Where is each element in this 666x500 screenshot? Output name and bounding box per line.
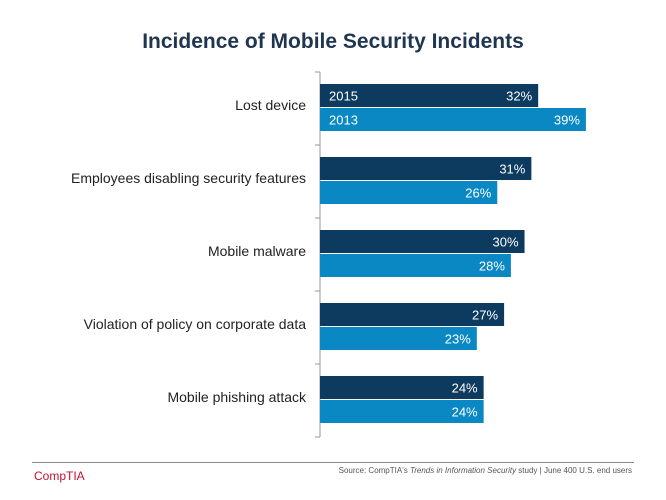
bar-2013 — [320, 400, 484, 423]
category-label: Lost device — [235, 97, 306, 113]
data-label: 24% — [452, 381, 478, 396]
bar-2015 — [320, 376, 484, 399]
data-label: 27% — [472, 308, 498, 323]
legend-2015: 2015 — [329, 89, 358, 104]
category-label: Employees disabling security features — [71, 170, 306, 186]
bar-2015 — [320, 84, 539, 107]
footer-divider — [32, 462, 634, 463]
bar-2015 — [320, 157, 532, 180]
legend-2013: 2013 — [329, 113, 358, 128]
category-label: Violation of policy on corporate data — [84, 316, 307, 332]
category-label: Mobile phishing attack — [167, 389, 307, 405]
data-label: 26% — [465, 186, 491, 201]
chart-title: Incidence of Mobile Security Incidents — [142, 30, 524, 53]
category-label: Mobile malware — [208, 243, 306, 259]
source-prefix: Source: CompTIA's — [338, 466, 410, 475]
data-label: 30% — [493, 235, 519, 250]
comptia-logo: CompTIA — [34, 469, 85, 483]
data-label: 23% — [445, 332, 471, 347]
bar-2013 — [320, 108, 586, 131]
bar-2015 — [320, 303, 505, 326]
bar-2015 — [320, 230, 525, 253]
data-label: 28% — [479, 259, 505, 274]
data-label: 39% — [554, 113, 580, 128]
data-label: 24% — [452, 405, 478, 420]
bar-2013 — [320, 254, 511, 277]
source-note: Source: CompTIA's Trends in Information … — [339, 466, 632, 475]
data-label: 31% — [499, 162, 525, 177]
source-study: Trends in Information Security — [409, 466, 517, 475]
bar-2013 — [320, 181, 498, 204]
source-suffix: study | June 400 U.S. end users — [516, 466, 632, 475]
data-label: 32% — [506, 89, 532, 104]
bar-2013 — [320, 327, 477, 350]
